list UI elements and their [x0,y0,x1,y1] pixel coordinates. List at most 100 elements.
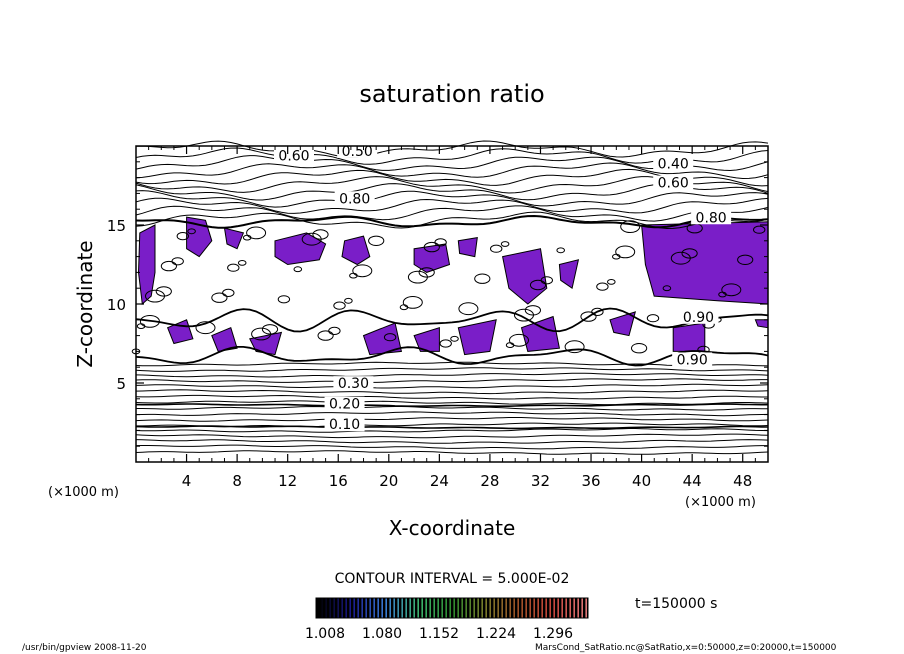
contour-line [222,288,235,297]
x-tick-label: 40 [632,472,651,490]
contour-line [237,260,247,266]
colorbar-stripe [401,598,403,618]
contour-line [251,327,272,341]
contour-label-bg [653,175,694,190]
colorbar-tick-label: 1.008 [305,626,345,642]
colorbar-tick-label: 1.080 [362,626,402,642]
contour-line [187,228,196,235]
contour-line [145,289,165,303]
contour-line [407,270,428,284]
colorbar-stripe [325,598,327,618]
contour-line [423,241,440,253]
contour-line [514,308,534,322]
contour-line [312,229,329,240]
colorbar-stripe [525,598,527,618]
x-tick-label: 44 [683,472,702,490]
contour-line [718,291,727,298]
colorbar-stripe [341,598,343,618]
contour-line [136,405,769,411]
supersaturated-region [520,315,560,352]
contour-line [246,226,267,240]
contour-line [500,241,510,247]
x-axis: 4 8 12 16 20 24 28 32 36 40 44 48 [148,146,756,490]
contour-line [580,311,597,322]
y-axis-label: Z-coordinate [73,240,97,367]
contour-line [402,296,423,309]
colorbar-stripe [317,598,319,618]
contour-interval: CONTOUR INTERVAL = 5.000E-02 [335,571,570,587]
supersaturated-region [413,243,451,273]
colorbar-stripe [557,598,559,618]
contour-label: 0.50 [342,144,373,160]
contour-label: 0.10 [329,417,360,433]
supersaturated-region [641,221,769,305]
supersaturated-region [457,319,497,356]
colorbar-stripe [437,598,439,618]
contour-line [135,346,769,367]
contour-line [135,450,769,455]
contour-label: 0.90 [683,310,714,326]
contour-label: 0.80 [339,191,370,207]
colorbar-stripe [377,598,379,618]
supersaturated-region [274,232,327,266]
supersaturated-region [457,236,478,258]
supersaturated-region [362,322,403,356]
contour-label-bg [274,148,314,163]
supersaturated-region [502,248,548,305]
contour-line [135,411,769,417]
contour-labels: 0.60 0.50 0.40 0.60 0.80 0.80 0.90 0.90 0.30 0.20… [274,143,732,433]
contour-label-bg [337,143,378,158]
contour-line [227,263,240,272]
contour-line [317,330,334,341]
contour-line [135,367,769,372]
colorbar-stripe [533,598,535,618]
contour-line [135,403,768,407]
contour-line [662,285,672,292]
colorbar-tick-labels: 1.008 1.080 1.152 1.224 1.296 [305,626,573,642]
contour-line [135,433,769,439]
y-tick-label: 15 [107,217,126,235]
colorbar-stripe [441,598,443,618]
contour-line [631,343,648,354]
contour-line [135,417,769,422]
x-tick-label: 36 [581,472,600,490]
contour-label: 0.30 [338,376,369,392]
contour-line [136,323,146,330]
colorbar-stripe [365,598,367,618]
colorbar-stripe [493,598,495,618]
contour-line [458,302,479,316]
contour-line [155,286,172,297]
contour-label-bg [672,352,713,367]
contour-line [195,321,216,335]
chart-title: saturation ratio [359,80,544,108]
colorbar-stripe [433,598,435,618]
contour-line [135,214,769,229]
contour-label: 0.60 [278,149,309,165]
contour-label-bg [333,376,374,391]
colorbar-stripe [385,598,387,618]
contour-line [261,324,279,335]
contour-line [135,439,769,444]
contour-line [383,333,397,342]
colorbar-stripe [585,598,587,618]
colorbar-stripe [409,598,411,618]
colorbar-stripe [581,598,583,618]
contour-label-bg [324,396,365,411]
contour-line [564,340,585,354]
contour-line [135,378,768,383]
y-axis: 5 10 15 [107,161,768,447]
colorbar-stripe [337,598,339,618]
colorbar-stripe [569,598,571,618]
contour-line [524,305,542,316]
contour-label: 0.80 [696,210,727,226]
colorbar-stripe [345,598,347,618]
colorbar-stripe [349,598,351,618]
x-axis-label: X-coordinate [389,516,516,540]
contour-line [670,251,691,265]
y-tick-label: 10 [107,296,126,314]
contour-line [242,234,252,241]
colorbar-stripe [429,598,431,618]
colorbar-stripe [425,598,427,618]
colorbar-stripe [521,598,523,618]
contour-line [509,333,529,347]
